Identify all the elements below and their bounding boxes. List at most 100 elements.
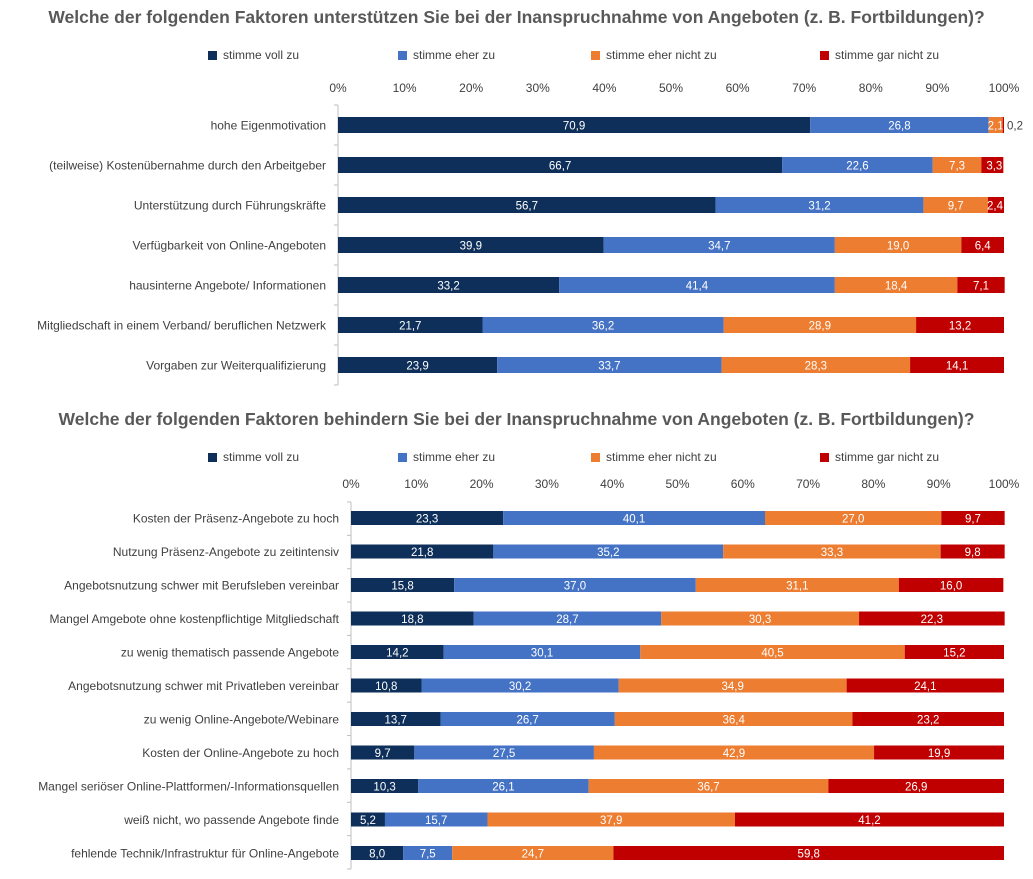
legend-label: stimme gar nicht zu (835, 450, 940, 464)
legend-item-stimme-gar-nicht-zu: stimme gar nicht zu (820, 48, 939, 62)
legend-swatch (591, 452, 600, 462)
data-label: 7,3 (949, 160, 965, 172)
bar-segment (940, 544, 1005, 559)
legend-item-stimme-eher-nicht-zu: stimme eher nicht zu (591, 450, 717, 464)
category-label: hohe Eigenmotivation (211, 119, 326, 133)
data-label: 14,1 (946, 360, 968, 372)
legend-swatch (208, 50, 217, 60)
bar-segment (898, 578, 1004, 592)
data-label: 13,7 (385, 714, 407, 726)
bar-segment (338, 357, 498, 373)
category-label: Kosten der Online-Angebote zu hoch (142, 746, 339, 760)
category-label: (teilweise) Kostenübernahme durch den Ar… (49, 159, 326, 173)
data-label: 37,9 (600, 815, 622, 827)
bar-segment (874, 745, 1004, 760)
bar-segment (618, 678, 847, 693)
data-label: 21,7 (399, 320, 421, 332)
bar-segment (384, 812, 488, 827)
bar-segment (351, 544, 494, 559)
bar-segment (443, 645, 641, 659)
data-label: 22,6 (846, 160, 868, 172)
bar-segment (351, 745, 415, 760)
bar-segment (338, 317, 483, 333)
data-label: 14,2 (386, 647, 408, 659)
data-label: 24,7 (522, 848, 544, 860)
legend-item-stimme-voll-zu: stimme voll zu (208, 450, 299, 464)
bar-segment (403, 846, 453, 860)
bar-segment (834, 277, 958, 293)
bar-segment (957, 277, 1005, 293)
chart-legend: stimme voll zu stimme eher zu stimme ehe… (0, 48, 1033, 64)
bar-segment (910, 357, 1004, 373)
category-label: Angebotsnutzung schwer mit Berufsleben v… (64, 579, 339, 593)
bar-segment (414, 745, 594, 760)
category-label: hausinterne Angebote/ Informationen (129, 279, 326, 293)
bar-segment (452, 846, 614, 860)
data-label: 39,9 (460, 240, 482, 252)
bar-segment (487, 812, 735, 827)
bar-segment (473, 611, 662, 626)
bar-segment (351, 846, 404, 860)
bar-segment (338, 237, 604, 253)
data-label: 28,7 (556, 614, 578, 626)
bar-segment (593, 745, 875, 760)
data-label: 2,4 (987, 200, 1004, 212)
x-tick-label: 90% (927, 477, 951, 491)
bar-segment (351, 678, 422, 693)
bar-segment (715, 197, 924, 213)
bar-segment (351, 779, 419, 793)
bar-segment (351, 578, 455, 592)
category-label: Nutzung Präsenz-Angebote zu zeitintensiv (113, 545, 339, 559)
bar-segment (723, 317, 917, 333)
category-label: Angebotsnutzung schwer mit Privatleben v… (68, 679, 339, 693)
legend-label: stimme eher zu (413, 450, 496, 464)
x-tick-label: 30% (535, 477, 559, 491)
bar-segment (351, 511, 504, 525)
data-label: 66,7 (549, 160, 571, 172)
category-label: Verfügbarkeit von Online-Angeboten (133, 239, 326, 253)
legend-label: stimme voll zu (223, 450, 300, 464)
data-label: 10,8 (375, 681, 397, 693)
chart-title: Welche der folgenden Faktoren behindern … (58, 409, 975, 429)
bar-segment (503, 511, 766, 525)
bar-segment (941, 511, 1005, 525)
bar-segment (338, 277, 560, 293)
data-label: 33,3 (821, 547, 843, 559)
bar-segment (338, 197, 716, 213)
data-label: 7,1 (973, 280, 989, 292)
bar-segment (916, 317, 1004, 333)
bar-segment (421, 678, 619, 693)
data-label: 59,8 (798, 848, 820, 860)
bar-segment (614, 712, 853, 726)
data-label: 15,2 (943, 647, 965, 659)
legend-item-stimme-eher-nicht-zu: stimme eher nicht zu (591, 48, 717, 62)
bar-segment (351, 712, 441, 726)
data-label: 16,0 (940, 580, 962, 592)
x-tick-label: 0% (342, 477, 360, 491)
bar-segment (482, 317, 724, 333)
data-label: 28,9 (809, 320, 831, 332)
bar-segment (932, 157, 982, 173)
legend-label: stimme gar nicht zu (835, 48, 940, 62)
data-label: 30,1 (531, 647, 553, 659)
x-tick-label: 50% (659, 81, 683, 95)
bar-segment (721, 357, 911, 373)
bar-segment (613, 846, 1004, 860)
x-tick-label: 60% (731, 477, 755, 491)
data-label: 9,7 (965, 513, 981, 525)
category-label: Kosten der Präsenz-Angebote zu hoch (133, 512, 339, 526)
bar-segment (351, 812, 385, 827)
legend-swatch (591, 50, 600, 60)
data-label: 19,9 (928, 748, 950, 760)
legend-item-stimme-voll-zu: stimme voll zu (208, 48, 299, 62)
legend-item-stimme-eher-zu: stimme eher zu (398, 48, 495, 62)
x-tick-label: 90% (925, 81, 949, 95)
bar-segment (1002, 117, 1004, 133)
data-label: 15,7 (425, 815, 447, 827)
legend-item-stimme-eher-zu: stimme eher zu (398, 450, 495, 464)
x-tick-label: 30% (526, 81, 550, 95)
data-label: 70,9 (563, 120, 585, 132)
data-label: 27,5 (493, 748, 515, 760)
data-label: 13,2 (949, 320, 971, 332)
category-label: zu wenig thematisch passende Angebote (121, 646, 339, 660)
